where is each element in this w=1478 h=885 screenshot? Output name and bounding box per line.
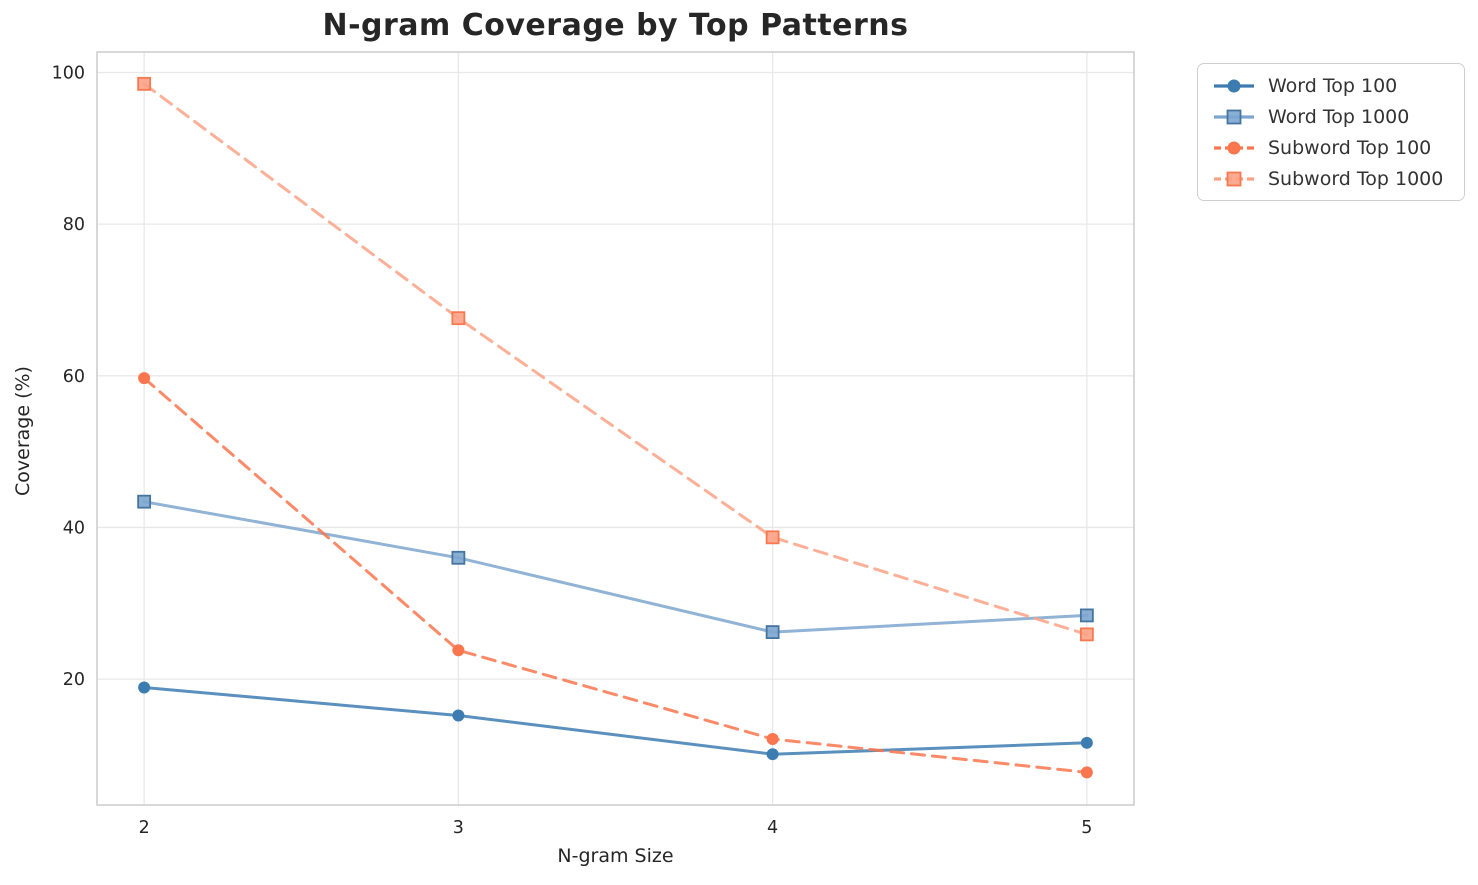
x-axis-label: N-gram Size xyxy=(557,845,674,867)
legend-item: Word Top 1000 xyxy=(1212,104,1450,129)
data-point-marker xyxy=(452,644,465,657)
data-point-marker xyxy=(766,748,779,761)
series-line xyxy=(142,686,1089,756)
legend-line-sample xyxy=(1214,79,1254,92)
x-tick-label: 3 xyxy=(453,818,464,838)
legend-circle-marker-icon xyxy=(1227,141,1241,154)
legend-item: Subword Top 100 xyxy=(1212,135,1450,160)
data-point-marker xyxy=(137,76,152,91)
series-line xyxy=(142,376,1089,774)
x-tick-label: 4 xyxy=(767,818,778,838)
x-tick-label: 5 xyxy=(1081,818,1092,838)
data-point-marker xyxy=(137,494,152,509)
legend-label: Subword Top 100 xyxy=(1268,136,1432,159)
data-point-marker xyxy=(451,550,466,565)
legend-item: Subword Top 1000 xyxy=(1212,166,1450,191)
y-axis-label: Coverage (%) xyxy=(12,366,34,496)
legend-line-sample xyxy=(1214,141,1254,154)
data-point-marker xyxy=(765,530,780,545)
legend-item: Word Top 100 xyxy=(1212,73,1450,98)
chart-title: N-gram Coverage by Top Patterns xyxy=(322,8,909,43)
data-point-marker xyxy=(452,709,465,722)
data-point-marker xyxy=(1079,627,1094,642)
legend-label: Word Top 100 xyxy=(1268,74,1398,97)
legend-square-marker-icon xyxy=(1226,109,1242,124)
legend-label: Subword Top 1000 xyxy=(1268,167,1444,190)
series-line xyxy=(142,82,1089,636)
data-point-marker xyxy=(1080,766,1093,779)
data-point-marker xyxy=(766,733,779,746)
data-point-marker xyxy=(1079,608,1094,623)
legend-square-marker-icon xyxy=(1226,171,1242,186)
y-tick-label: 100 xyxy=(52,63,85,83)
legend: Word Top 100 Word Top 1000 Subword Top 100… xyxy=(1197,63,1465,201)
data-point-marker xyxy=(138,372,151,385)
axes-spines xyxy=(96,51,1135,806)
legend-circle-marker-icon xyxy=(1227,79,1241,92)
y-tick-label: 80 xyxy=(63,215,85,235)
y-tick-label: 60 xyxy=(63,367,85,387)
y-tick-label: 40 xyxy=(63,518,85,538)
legend-line-sample xyxy=(1214,171,1254,186)
data-point-marker xyxy=(451,311,466,326)
y-tick-label: 20 xyxy=(63,670,85,690)
x-tick-label: 2 xyxy=(139,818,150,838)
legend-label: Word Top 1000 xyxy=(1268,105,1410,128)
legend-line-sample xyxy=(1214,109,1254,124)
data-point-marker xyxy=(765,625,780,640)
series-line xyxy=(142,500,1089,634)
data-point-marker xyxy=(1080,736,1093,749)
data-point-marker xyxy=(138,681,151,694)
